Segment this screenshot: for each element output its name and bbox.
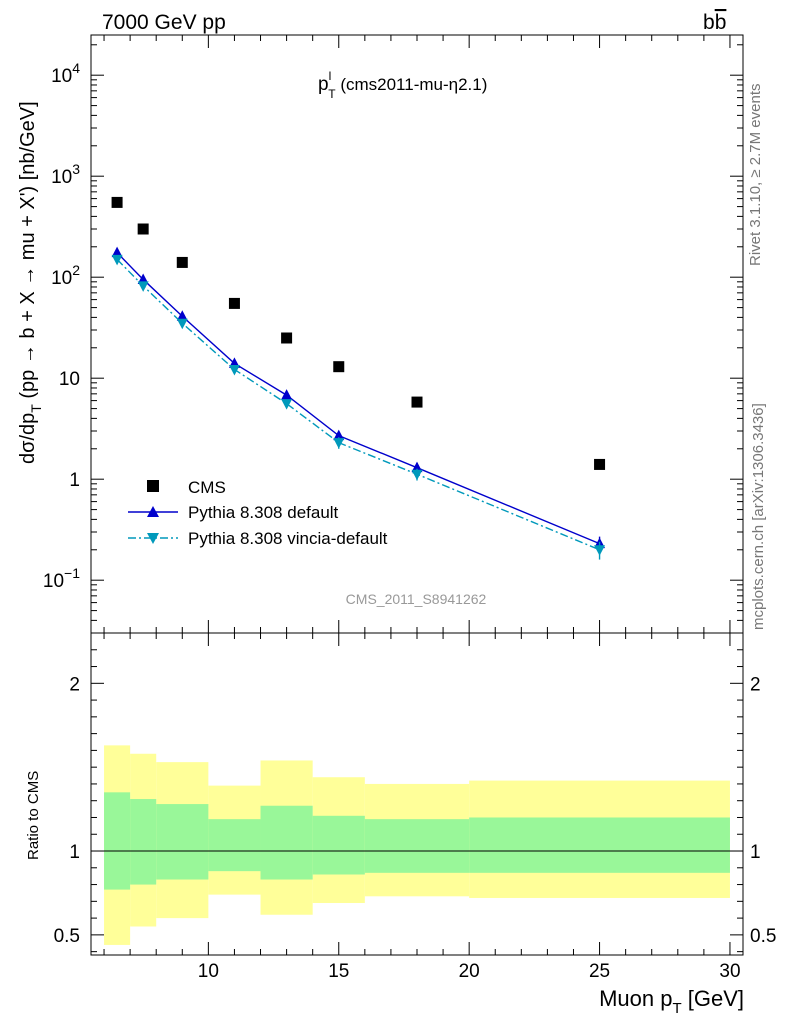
- data-point-pythia-vincia: [411, 469, 423, 481]
- data-point-cms: [176, 256, 188, 268]
- data-point-cms: [137, 223, 149, 235]
- rivet-version-label: Rivet 3.1.10, ≥ 2.7M events: [747, 84, 764, 267]
- x-tick-label: 25: [589, 961, 610, 982]
- data-point-cms: [594, 458, 606, 470]
- y-tick-label: 10: [59, 369, 80, 390]
- ratio-y-tick-label-right: 2: [750, 674, 761, 695]
- legend: CMS Pythia 8.308 default Pythia 8.308 vi…: [128, 478, 388, 548]
- data-point-pythia-default: [111, 246, 123, 258]
- ratio-band-inner-bin: [260, 805, 313, 880]
- data-point-pythia-default: [137, 273, 149, 284]
- legend-label-pythia-default: Pythia 8.308 default: [188, 503, 339, 522]
- x-tick-label: 10: [198, 961, 219, 982]
- series-line-1: [116, 252, 600, 545]
- data-point-pythia-vincia: [176, 318, 188, 330]
- data-point-pythia-default: [176, 310, 188, 321]
- series-line-2: [116, 258, 600, 551]
- ratio-band-inner-bin: [208, 819, 261, 872]
- main-y-axis-label: dσ/dpT (pp → b + X → mu + X') [nb/GeV]: [17, 101, 44, 464]
- data-point-cms: [281, 332, 293, 344]
- legend-label-cms: CMS: [188, 478, 226, 497]
- y-tick-label: 104: [51, 60, 80, 87]
- mcplots-label: mcplots.cern.ch [arXiv:1306.3436]: [750, 403, 767, 630]
- legend-marker-pythia-default: [147, 506, 159, 517]
- x-axis-label: Muon pT [GeV]: [599, 986, 744, 1017]
- ratio-y-tick-label-right: 1: [750, 842, 761, 863]
- data-point-pythia-default: [411, 461, 423, 473]
- data-point-cms: [411, 396, 423, 408]
- y-tick-label: 103: [51, 161, 80, 188]
- main-data-series: [111, 196, 606, 560]
- plot-title: pl T (cms2011-mu-η2.1): [318, 69, 487, 101]
- data-point-pythia-vincia: [137, 281, 149, 292]
- data-point-pythia-vincia: [228, 364, 240, 376]
- data-point-pythia-vincia: [594, 545, 606, 556]
- legend-label-pythia-vincia: Pythia 8.308 vincia-default: [188, 529, 388, 548]
- axes: 10 15 20 25 30 10−1 1 10 102 103 104 0.5 0.5 1 1 2 2: [43, 34, 776, 982]
- analysis-watermark: CMS_2011_S8941262: [346, 591, 487, 607]
- y-tick-label: 10−1: [43, 565, 80, 592]
- x-tick-label: 30: [719, 961, 740, 982]
- legend-marker-pythia-vincia: [147, 533, 159, 544]
- ratio-band-inner-bin: [469, 817, 730, 873]
- ratio-band-inner-bin: [364, 819, 470, 873]
- ratio-y-tick-label-right: 0.5: [750, 926, 776, 947]
- ratio-uncertainty-bands: [104, 745, 730, 945]
- y-tick-label: 102: [51, 262, 80, 289]
- data-point-cms: [333, 361, 345, 373]
- data-point-pythia-default: [281, 389, 293, 400]
- ratio-y-tick-label: 0.5: [54, 926, 80, 947]
- x-tick-label: 20: [459, 961, 480, 982]
- data-point-cms: [228, 297, 240, 309]
- ratio-band-inner-bin: [312, 815, 365, 875]
- ratio-band-inner-bin: [130, 799, 157, 885]
- ratio-band-inner-bin: [104, 792, 131, 890]
- data-point-pythia-vincia: [111, 254, 123, 266]
- header-collision: 7000 GeV pp: [102, 11, 226, 34]
- ratio-y-tick-label: 1: [69, 842, 80, 863]
- data-point-cms: [111, 196, 123, 208]
- y-tick-label: 1: [69, 470, 80, 491]
- data-point-pythia-vincia: [333, 438, 345, 449]
- header-process: bb: [703, 11, 726, 34]
- x-tick-label: 15: [328, 961, 349, 982]
- data-point-pythia-vincia: [281, 399, 293, 410]
- ratio-y-axis-label: Ratio to CMS: [25, 771, 42, 860]
- data-point-pythia-default: [333, 429, 345, 441]
- ratio-y-tick-label: 2: [69, 674, 80, 695]
- legend-marker-cms: [147, 480, 159, 492]
- ratio-band-inner-bin: [156, 804, 209, 880]
